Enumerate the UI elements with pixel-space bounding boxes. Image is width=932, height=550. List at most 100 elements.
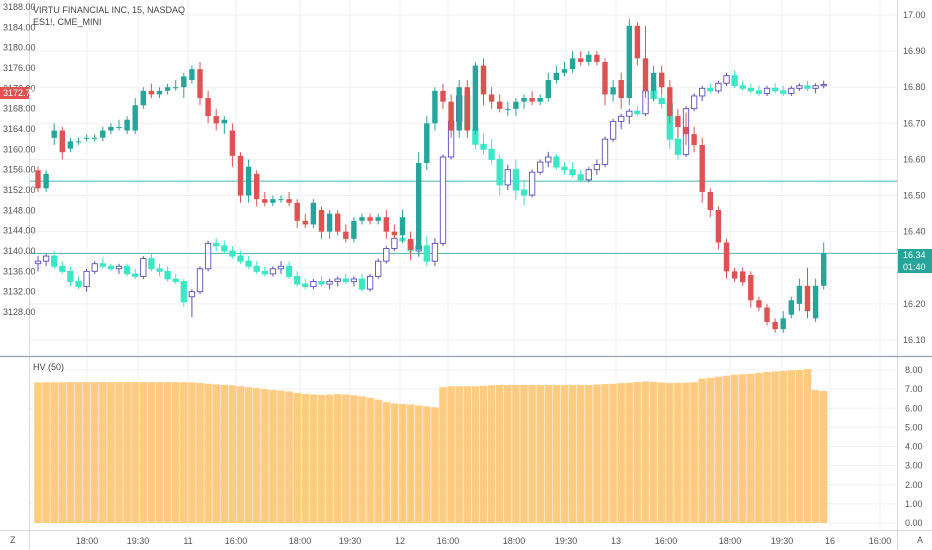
candle-body [545, 156, 552, 163]
hv-bar [350, 395, 358, 523]
candle-body [67, 141, 74, 149]
hv-axis-tick: 4.00 [905, 442, 923, 452]
candle-body [723, 242, 730, 272]
hv-bar [439, 387, 447, 523]
candle [270, 195, 276, 207]
hv-bar [609, 383, 617, 523]
overlay-candle [496, 154, 503, 196]
hv-bar [682, 382, 690, 523]
candle-body [715, 82, 722, 92]
candle [416, 152, 422, 257]
left-axis-tick: 3156.00 [3, 165, 36, 175]
candle [642, 25, 649, 99]
overlay-candle [755, 85, 763, 96]
hv-bar [82, 382, 91, 523]
auto-scale-toggle-right[interactable]: A [917, 535, 923, 545]
candle [691, 126, 697, 153]
time-axis-tick: 19:30 [771, 536, 794, 546]
hv-axis-tick: 8.00 [905, 365, 923, 375]
candle-body [75, 281, 82, 288]
time-axis[interactable]: 18:00 19:30 11 16:00 18:00 19:30 12 16:00 18:00 1… [76, 536, 892, 546]
candle-body [804, 85, 811, 89]
candle-body [521, 98, 527, 102]
overlay-candle [383, 245, 390, 264]
hv-bar [747, 373, 755, 523]
candle-body [715, 210, 722, 243]
candle [67, 137, 74, 153]
overlay-candle [269, 266, 277, 277]
hv-bar [714, 376, 723, 523]
candle [367, 213, 373, 225]
candle [821, 242, 827, 290]
overlay-candle [123, 263, 131, 277]
overlay-candle [577, 169, 584, 183]
candle-body [796, 85, 803, 89]
right-axis-tick: 16.40 [903, 227, 926, 237]
candle [432, 87, 438, 131]
candle-body [391, 237, 398, 249]
hv-bar [366, 397, 374, 523]
hv-axis-tick: 0.00 [905, 518, 923, 528]
hv-bar [163, 382, 172, 523]
candle-body [691, 134, 697, 145]
left-axis-tick: 3144.00 [3, 226, 36, 236]
hv-bar [34, 382, 42, 523]
hv-bar [423, 406, 431, 523]
candle-body [123, 265, 131, 275]
overlay-candle [229, 245, 236, 259]
overlay-candle [366, 273, 374, 292]
candle-body [755, 90, 763, 94]
overlay-candle [318, 276, 325, 287]
hv-bar [504, 384, 512, 523]
candle [83, 134, 90, 142]
hv-axis[interactable]: 8.00 7.00 6.00 5.00 4.00 3.00 2.00 1.00 0.00 [905, 365, 923, 528]
overlay-candle [140, 256, 147, 279]
overlay-candle [618, 113, 625, 129]
candle-body [561, 69, 568, 73]
candle [335, 210, 341, 236]
overlay-candle [342, 273, 349, 285]
candle [213, 108, 219, 131]
hv-bar [333, 394, 342, 523]
candle [683, 112, 689, 145]
hv-bar [536, 384, 544, 523]
candle-body [350, 278, 358, 282]
hv-bar [58, 382, 67, 523]
left-price-axis[interactable]: 3188.003184.003180.003176.003172.003168.… [3, 2, 36, 317]
candle [780, 311, 786, 333]
overlay-candle [99, 258, 106, 269]
hv-bar [666, 383, 674, 523]
auto-scale-toggle-left[interactable]: Z [10, 535, 16, 545]
legend-symbol[interactable]: VIRTU FINANCIAL INC, 15, NASDAQ [33, 5, 185, 15]
overlay-candle [350, 276, 358, 287]
legend-hv[interactable]: HV (50) [33, 362, 64, 372]
hv-bar [520, 384, 528, 523]
hv-bar [285, 391, 293, 523]
left-axis-tick: 3168.00 [3, 104, 36, 114]
candle-body [391, 231, 398, 236]
hv-bar [107, 382, 115, 523]
candle-body [107, 265, 115, 270]
candle [440, 83, 446, 109]
left-axis-tick: 3180.00 [3, 43, 36, 53]
legend-overlay[interactable]: ES1!, CME_MINI [33, 17, 102, 27]
candle-body [35, 170, 41, 189]
candle [667, 80, 673, 124]
hv-bar [204, 383, 212, 523]
overlay-candle [520, 179, 528, 206]
overlay-candle [237, 251, 244, 264]
candle [505, 101, 511, 117]
time-axis-tick: 18:00 [503, 536, 526, 546]
candle-body [310, 281, 317, 288]
candle [375, 213, 381, 225]
hv-bar [495, 384, 504, 523]
candle-body [399, 217, 406, 236]
candle-body [108, 126, 114, 131]
candle [578, 51, 584, 66]
candle [594, 51, 600, 66]
candle-body [634, 110, 641, 115]
right-axis-tick: 17.00 [903, 10, 926, 20]
overlay-candle [690, 93, 698, 112]
hv-bar [633, 382, 642, 523]
